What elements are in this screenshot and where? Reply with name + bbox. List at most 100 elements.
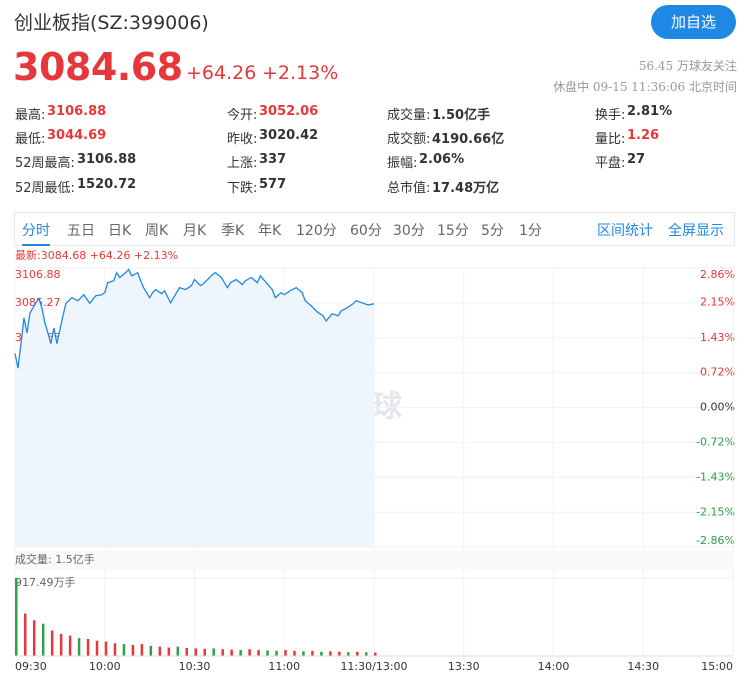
stat-label: 昨收:: [227, 132, 258, 147]
volume-bar: [230, 649, 233, 656]
volume-bar: [59, 633, 63, 656]
stat-value: 3044.69: [47, 128, 107, 143]
y2-tick-label: -2.15%: [696, 505, 735, 518]
tool-link[interactable]: 全屏显示: [668, 223, 724, 239]
stat-label: 上涨:: [227, 156, 258, 171]
y-tick-label: 917.49万手: [15, 575, 76, 589]
volume-bar: [257, 650, 260, 656]
stat-value: 2.81%: [627, 104, 673, 119]
x-tick-label: 10:00: [89, 660, 121, 673]
y-tick-label: 3106.88: [15, 268, 61, 281]
x-tick-label: 11:30/13:00: [340, 660, 407, 673]
tab[interactable]: 年K: [258, 223, 282, 239]
volume-bar: [311, 650, 314, 656]
stat-value: 1.26: [627, 128, 660, 143]
stat-label: 平盘:: [595, 156, 626, 171]
stat-label: 今开:: [227, 108, 258, 123]
volume-bar: [221, 649, 224, 656]
price-line: [14, 268, 375, 369]
stat-value: 3052.06: [259, 104, 319, 119]
stat-value: 4190.66亿: [432, 132, 505, 147]
tab[interactable]: 日K: [108, 223, 132, 239]
volume-bar: [23, 613, 27, 656]
stat-label: 总市值:: [387, 181, 431, 196]
stat-value: 1.50亿手: [432, 108, 491, 123]
y2-tick-label: 2.86%: [700, 268, 735, 281]
x-tick-label: 14:30: [627, 660, 659, 673]
tab[interactable]: 5分: [481, 223, 504, 239]
market-status: 休盘中 09-15 11:36:06 北京时间: [553, 80, 737, 94]
stat-value: 17.48万亿: [432, 181, 500, 196]
tab[interactable]: 周K: [145, 223, 169, 239]
x-tick-label: 11:00: [268, 660, 300, 673]
y2-tick-label: 1.43%: [700, 331, 735, 344]
stat-value: 3106.88: [77, 152, 137, 167]
tab-bar: [14, 212, 735, 246]
volume-bar: [140, 644, 144, 656]
y2-tick-label: 2.15%: [700, 296, 735, 309]
volume-bar: [374, 652, 377, 656]
tab[interactable]: 1分: [519, 223, 542, 239]
stat-label: 52周最低:: [15, 181, 75, 196]
tool-link[interactable]: 区间统计: [597, 223, 653, 239]
tab[interactable]: 五日: [67, 223, 95, 239]
volume-bar: [15, 578, 18, 656]
volume-bar: [239, 650, 242, 656]
followers: 56.45 万球友关注: [638, 59, 737, 73]
volume-bar: [320, 651, 323, 656]
stat-value: 3106.88: [47, 104, 107, 119]
change: +64.26: [186, 62, 257, 84]
y2-tick-label: -1.43%: [696, 470, 735, 483]
volume-bar: [212, 648, 215, 656]
volume-bar: [77, 638, 81, 656]
volume-bar: [41, 623, 45, 656]
volume-header-band: [15, 550, 733, 570]
volume-bar: [122, 644, 126, 656]
stat-value: 1520.72: [77, 177, 137, 192]
x-tick-label: 14:00: [538, 660, 570, 673]
volume-bar: [131, 644, 135, 656]
stat-label: 下跌:: [227, 181, 258, 196]
y2-tick-label: 0.00%: [700, 401, 735, 414]
stat-label: 最高:: [15, 108, 46, 123]
volume-bar: [149, 645, 153, 656]
price: 3084.68: [13, 45, 183, 89]
tab[interactable]: 30分: [393, 223, 425, 239]
stat-label: 量比:: [595, 132, 626, 147]
tab[interactable]: 60分: [350, 223, 382, 239]
stat-value: 2.06%: [419, 152, 465, 167]
tab[interactable]: 120分: [296, 223, 337, 239]
volume-bar: [158, 646, 162, 656]
volume-title: 成交量: 1.5亿手: [15, 552, 95, 566]
stat-value: 27: [627, 152, 646, 167]
tab[interactable]: 分时: [22, 220, 50, 246]
volume-bar: [167, 647, 171, 656]
volume-bar: [293, 650, 296, 656]
x-tick-label: 10:30: [179, 660, 211, 673]
stat-value: 577: [259, 177, 287, 192]
volume-bar: [32, 620, 36, 656]
volume-bar: [266, 650, 269, 656]
volume-bar: [185, 647, 189, 656]
tab[interactable]: 月K: [183, 223, 207, 239]
stat-label: 振幅:: [387, 156, 418, 171]
volume-bar: [284, 650, 287, 656]
volume-bar: [95, 640, 99, 656]
volume-bar: [113, 643, 117, 656]
price-area: [15, 269, 374, 547]
stat-label: 52周最高:: [15, 156, 75, 171]
stat-label: 最低:: [15, 132, 46, 147]
volume-bar: [302, 651, 305, 656]
x-tick-label: 13:30: [448, 660, 480, 673]
stat-label: 成交量:: [387, 108, 431, 123]
change-pct: +2.13%: [262, 62, 339, 84]
add-watchlist-button[interactable]: 加自选: [651, 5, 736, 39]
tab[interactable]: 季K: [221, 223, 245, 239]
y2-tick-label: -0.72%: [696, 436, 735, 449]
volume-bar: [347, 652, 350, 656]
tab[interactable]: 15分: [437, 223, 469, 239]
volume-bar: [248, 649, 251, 656]
y2-tick-label: -2.86%: [696, 534, 735, 547]
stat-label: 成交额:: [387, 132, 431, 147]
